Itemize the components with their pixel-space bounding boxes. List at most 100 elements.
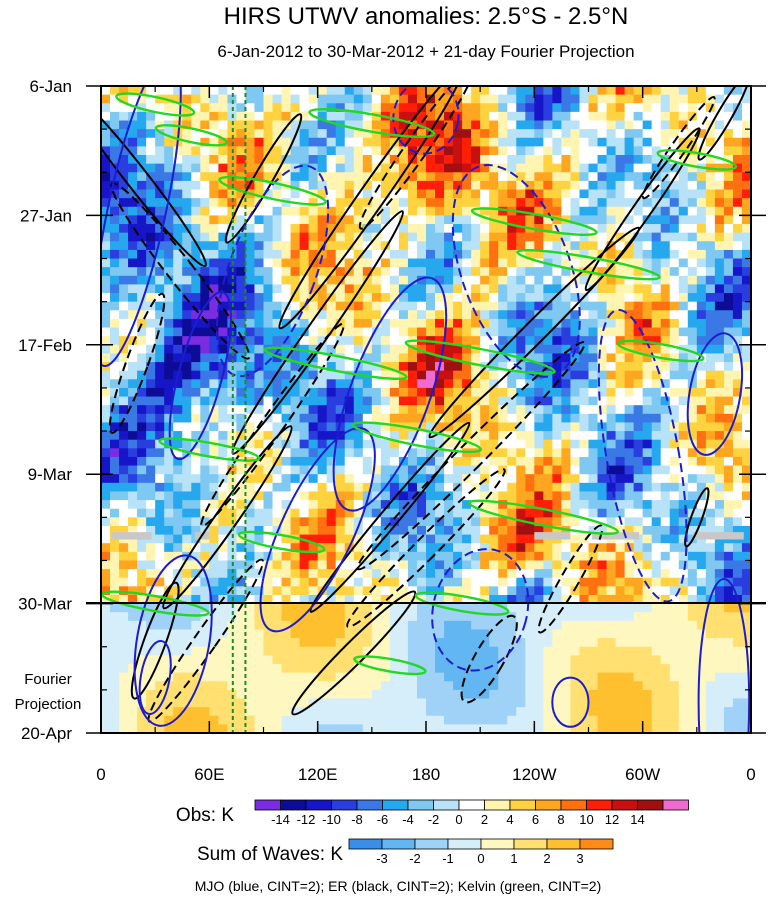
heatmap-cell xyxy=(444,586,454,596)
heatmap-cell xyxy=(597,94,608,104)
heatmap-cell xyxy=(407,275,418,286)
heatmap-cell xyxy=(597,379,608,389)
heatmap-cell xyxy=(480,465,490,475)
heatmap-cell xyxy=(272,534,283,544)
heatmap-cell xyxy=(272,249,283,260)
heatmap-cell xyxy=(137,620,147,631)
heatmap-cell xyxy=(155,249,165,260)
heatmap-cell xyxy=(398,379,409,389)
heatmap-cell xyxy=(516,362,526,372)
heatmap-cell xyxy=(633,103,644,113)
heatmap-cell xyxy=(633,439,644,449)
heatmap-cell xyxy=(669,249,680,260)
heatmap-cell xyxy=(624,569,635,579)
heatmap-cell xyxy=(525,318,535,329)
heatmap-cell xyxy=(380,689,391,700)
heatmap-cell xyxy=(110,224,120,234)
heatmap-cell xyxy=(407,405,418,415)
heatmap-cell xyxy=(326,560,337,570)
heatmap-cell xyxy=(146,198,156,208)
heatmap-cell xyxy=(290,655,301,665)
heatmap-cell xyxy=(344,431,355,441)
heatmap-cell xyxy=(624,129,635,139)
heatmap-cell xyxy=(426,448,436,458)
heatmap-cell xyxy=(299,206,310,216)
heatmap-cell xyxy=(516,318,526,329)
heatmap-cell xyxy=(299,715,310,725)
heatmap-cell xyxy=(290,267,301,277)
heatmap-cell xyxy=(579,155,590,165)
heatmap-cell xyxy=(660,327,671,337)
heatmap-cell xyxy=(128,120,138,130)
heatmap-cell xyxy=(182,258,192,268)
heatmap-cell xyxy=(164,724,174,733)
heatmap-cell xyxy=(444,163,454,173)
heatmap-cell xyxy=(651,413,662,424)
heatmap-cell xyxy=(326,293,337,303)
heatmap-cell xyxy=(516,456,526,467)
heatmap-cell xyxy=(191,577,201,587)
heatmap-cell xyxy=(407,224,418,234)
heatmap-cell xyxy=(200,594,210,605)
heatmap-cell xyxy=(678,379,689,389)
heatmap-cell xyxy=(416,698,427,708)
heatmap-cell xyxy=(137,465,147,475)
heatmap-cell xyxy=(272,439,283,449)
heatmap-cell xyxy=(588,362,599,372)
heatmap-cell xyxy=(498,543,508,553)
heatmap-cell xyxy=(245,103,256,113)
heatmap-cell xyxy=(606,707,617,717)
heatmap-cell xyxy=(371,198,382,208)
heatmap-cell xyxy=(353,594,364,605)
heatmap-cell xyxy=(146,86,156,96)
heatmap-cell xyxy=(597,439,608,449)
heatmap-cell xyxy=(525,301,535,311)
heatmap-cell xyxy=(236,534,247,544)
heatmap-cell xyxy=(317,146,328,156)
heatmap-cell xyxy=(507,620,517,631)
heatmap-cell xyxy=(642,698,653,708)
heatmap-cell xyxy=(615,241,626,251)
heatmap-cell xyxy=(462,508,472,518)
heatmap-cell xyxy=(371,327,382,337)
heatmap-cell xyxy=(516,586,526,596)
heatmap-cell xyxy=(426,681,436,691)
heatmap-cell xyxy=(128,224,138,234)
heatmap-cell xyxy=(254,594,265,605)
heatmap-cell xyxy=(344,103,355,113)
heatmap-cell xyxy=(290,155,301,165)
heatmap-cell xyxy=(651,379,662,389)
heatmap-cell xyxy=(227,310,238,320)
heatmap-cell xyxy=(173,94,183,104)
heatmap-cell xyxy=(416,137,427,147)
heatmap-cell xyxy=(272,86,283,96)
heatmap-cell xyxy=(164,707,174,717)
heatmap-cell xyxy=(633,594,644,605)
heatmap-cell xyxy=(353,569,364,579)
heatmap-cell xyxy=(678,318,689,329)
heatmap-cell xyxy=(290,715,301,725)
heatmap-cell xyxy=(480,603,490,613)
heatmap-cell xyxy=(606,551,617,562)
heatmap-cell xyxy=(416,569,427,579)
heatmap-cell xyxy=(101,482,111,493)
heatmap-cell xyxy=(525,508,535,518)
heatmap-cell xyxy=(471,629,481,639)
heatmap-cell xyxy=(326,249,337,260)
heatmap-cell xyxy=(444,370,454,380)
heatmap-cell xyxy=(678,594,689,605)
heatmap-cell xyxy=(552,146,563,156)
heatmap-cell xyxy=(462,327,472,337)
heatmap-cell xyxy=(579,180,590,191)
heatmap-cell xyxy=(263,172,274,182)
heatmap-cell xyxy=(444,517,454,527)
heatmap-cell xyxy=(281,249,292,260)
heatmap-cell xyxy=(426,180,436,191)
heatmap-cell xyxy=(534,267,544,277)
heatmap-cell xyxy=(507,586,517,596)
heatmap-cell xyxy=(642,620,653,631)
heatmap-cell xyxy=(669,500,680,510)
heatmap-cell xyxy=(299,551,310,562)
heatmap-cell xyxy=(416,94,427,104)
heatmap-cell xyxy=(353,198,364,208)
